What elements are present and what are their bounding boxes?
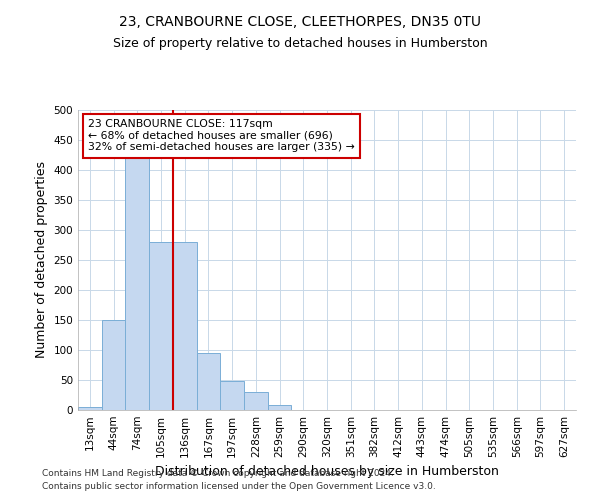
Text: Size of property relative to detached houses in Humberston: Size of property relative to detached ho… <box>113 38 487 51</box>
Text: Contains HM Land Registry data © Crown copyright and database right 2024.: Contains HM Land Registry data © Crown c… <box>42 468 394 477</box>
Bar <box>197 353 220 410</box>
Bar <box>125 158 149 410</box>
Text: 23 CRANBOURNE CLOSE: 117sqm
← 68% of detached houses are smaller (696)
32% of se: 23 CRANBOURNE CLOSE: 117sqm ← 68% of det… <box>88 119 355 152</box>
Bar <box>173 242 197 410</box>
Bar <box>102 320 125 410</box>
Bar <box>149 242 173 410</box>
Text: Contains public sector information licensed under the Open Government Licence v3: Contains public sector information licen… <box>42 482 436 491</box>
X-axis label: Distribution of detached houses by size in Humberston: Distribution of detached houses by size … <box>155 466 499 478</box>
Y-axis label: Number of detached properties: Number of detached properties <box>35 162 48 358</box>
Bar <box>78 407 102 410</box>
Bar <box>244 392 268 410</box>
Bar <box>268 405 292 410</box>
Bar <box>220 381 244 410</box>
Text: 23, CRANBOURNE CLOSE, CLEETHORPES, DN35 0TU: 23, CRANBOURNE CLOSE, CLEETHORPES, DN35 … <box>119 15 481 29</box>
